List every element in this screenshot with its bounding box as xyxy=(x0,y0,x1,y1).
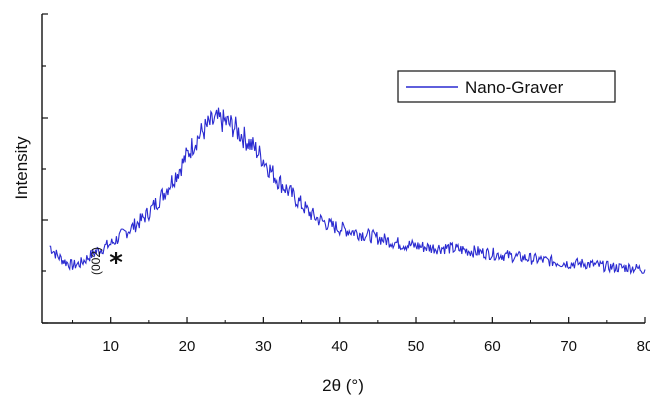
x-tick-label: 10 xyxy=(102,338,119,355)
y-axis-ticks xyxy=(42,13,48,324)
plot-area: 10 20 30 40 50 60 70 80 xyxy=(41,13,650,355)
x-axis-ticks: 10 20 30 40 50 60 70 80 xyxy=(72,317,650,355)
legend: Nano-Graver xyxy=(397,70,616,103)
x-tick-label: 60 xyxy=(484,338,501,355)
peak-marker-star: * xyxy=(109,248,123,278)
x-tick-label: 70 xyxy=(560,338,577,355)
y-axis-title: Intensity xyxy=(12,136,31,200)
x-tick-label: 80 xyxy=(637,338,650,355)
legend-label: Nano-Graver xyxy=(465,78,564,97)
peak-label-002: (002) xyxy=(89,247,103,275)
x-tick-label: 30 xyxy=(255,338,272,355)
x-tick-label: 40 xyxy=(331,338,348,355)
x-tick-label: 50 xyxy=(408,338,425,355)
x-axis-title: 2θ (°) xyxy=(322,376,364,395)
x-tick-label: 20 xyxy=(179,338,196,355)
series-line-nano-graver xyxy=(49,107,646,276)
